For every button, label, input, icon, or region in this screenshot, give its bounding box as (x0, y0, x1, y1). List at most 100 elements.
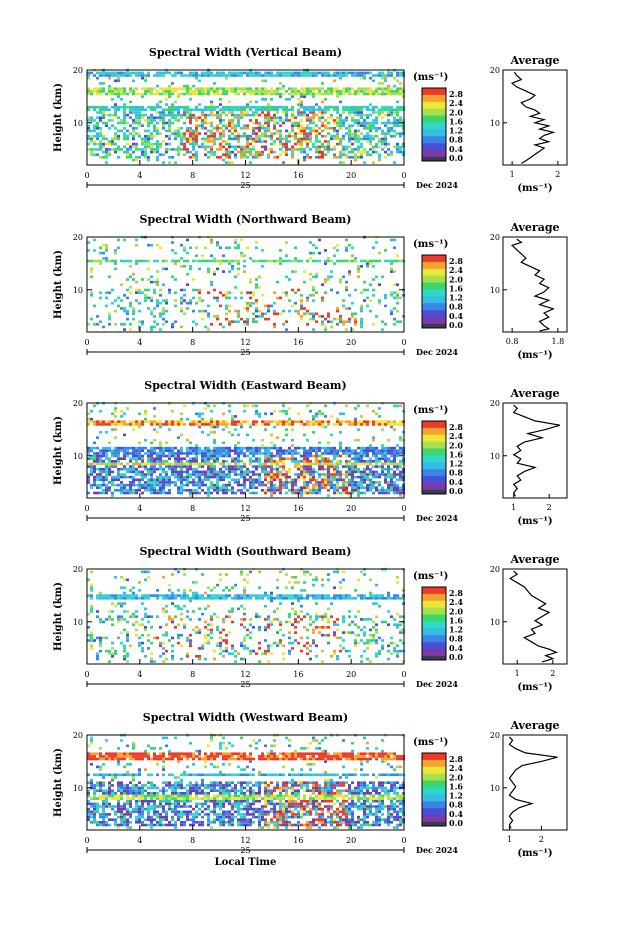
heatmap-cell (384, 134, 387, 138)
heatmap-cell (99, 452, 102, 455)
heatmap-cell (351, 467, 354, 471)
heatmap-cell (186, 615, 189, 618)
heatmap-cell (210, 628, 213, 632)
heatmap-cell (279, 465, 282, 468)
heatmap-cell (156, 105, 159, 109)
heatmap-cell (297, 478, 300, 482)
heatmap-cell (231, 71, 234, 75)
heatmap-cell (114, 594, 117, 597)
heatmap-cell (177, 423, 180, 426)
heatmap-cell (270, 137, 273, 141)
heatmap-cell (363, 467, 366, 471)
heatmap-cell (267, 111, 270, 114)
heatmap-cell (273, 641, 276, 645)
heatmap-cell (384, 145, 387, 149)
heatmap-cell (189, 246, 192, 250)
heatmap-cell (300, 317, 303, 321)
heatmap-cell (339, 90, 342, 93)
heatmap-cell (285, 116, 288, 119)
heatmap-cell (159, 328, 162, 331)
heatmap-cell (135, 288, 138, 292)
heatmap-cell (291, 457, 294, 460)
heatmap-cell (345, 449, 348, 452)
heatmap-cell (327, 467, 330, 471)
heatmap-cell (270, 108, 273, 112)
heatmap-cell (150, 470, 153, 474)
heatmap-cell (219, 647, 222, 650)
heatmap-cell (207, 113, 210, 117)
heatmap-cell (273, 618, 276, 621)
heatmap-cell (393, 452, 396, 455)
heatmap-cell (396, 483, 399, 487)
heatmap-cell (234, 148, 237, 151)
heatmap-cell (234, 446, 237, 450)
heatmap-cell (255, 460, 258, 463)
heatmap-cell (387, 132, 390, 135)
heatmap-cell (243, 145, 246, 149)
heatmap-cell (201, 87, 204, 90)
heatmap-cell (99, 409, 102, 413)
heatmap-cell (123, 602, 126, 605)
heatmap-cell (360, 307, 363, 310)
heatmap-cell (237, 92, 240, 96)
heatmap-cell (378, 299, 381, 302)
heatmap-cell (201, 644, 204, 648)
heatmap-cell (252, 132, 255, 135)
heatmap-cell (330, 113, 333, 117)
heatmap-cell (300, 491, 303, 495)
heatmap-cell (96, 127, 99, 130)
heatmap-cell (147, 462, 150, 466)
heatmap-cell (258, 259, 261, 263)
heatmap-cell (288, 446, 291, 450)
heatmap-cell (126, 105, 129, 109)
heatmap-cell (264, 259, 267, 263)
heatmap-cell (135, 280, 138, 284)
heatmap-cell (105, 148, 108, 151)
heatmap-cell (174, 291, 177, 294)
heatmap-cell (111, 655, 114, 658)
heatmap-cell (381, 465, 384, 468)
heatmap-cell (309, 129, 312, 133)
heatmap-cell (207, 304, 210, 308)
heatmap-cell (396, 478, 399, 482)
heatmap-cell (396, 444, 399, 447)
heatmap-cell (183, 478, 186, 482)
heatmap-cell (87, 249, 90, 252)
heatmap-cell (324, 145, 327, 149)
heatmap-cell (237, 441, 240, 445)
heatmap-cell (204, 420, 207, 423)
heatmap-cell (150, 489, 153, 492)
heatmap-cell (303, 95, 306, 98)
heatmap-cell (381, 74, 384, 77)
heatmap-cell (285, 428, 288, 431)
heatmap-cell (210, 148, 213, 151)
heatmap-cell (102, 257, 105, 260)
heatmap-cell (198, 415, 201, 418)
heatmap-cell (177, 92, 180, 96)
heatmap-cell (234, 127, 237, 130)
heatmap-cell (204, 462, 207, 466)
heatmap-cell (351, 491, 354, 495)
heatmap-cell (225, 491, 228, 495)
heatmap-cell (240, 644, 243, 648)
heatmap-cell (171, 423, 174, 426)
heatmap-cell (390, 238, 393, 242)
heatmap-cell (144, 486, 147, 489)
heatmap-cell (132, 105, 135, 109)
heatmap-cell (330, 465, 333, 468)
heatmap-cell (216, 92, 219, 96)
heatmap-cell (351, 489, 354, 492)
heatmap-cell (153, 148, 156, 151)
heatmap-cell (288, 299, 291, 302)
heatmap-cell (177, 604, 180, 608)
heatmap-cell (381, 462, 384, 466)
heatmap-cell (318, 441, 321, 445)
heatmap-cell (231, 586, 234, 589)
heatmap-cell (387, 423, 390, 426)
heatmap-cell (129, 145, 132, 149)
heatmap-cell (201, 137, 204, 141)
heatmap-cell (114, 409, 117, 413)
heatmap-cell (300, 111, 303, 114)
heatmap-cell (234, 286, 237, 289)
heatmap-cell (156, 150, 159, 154)
